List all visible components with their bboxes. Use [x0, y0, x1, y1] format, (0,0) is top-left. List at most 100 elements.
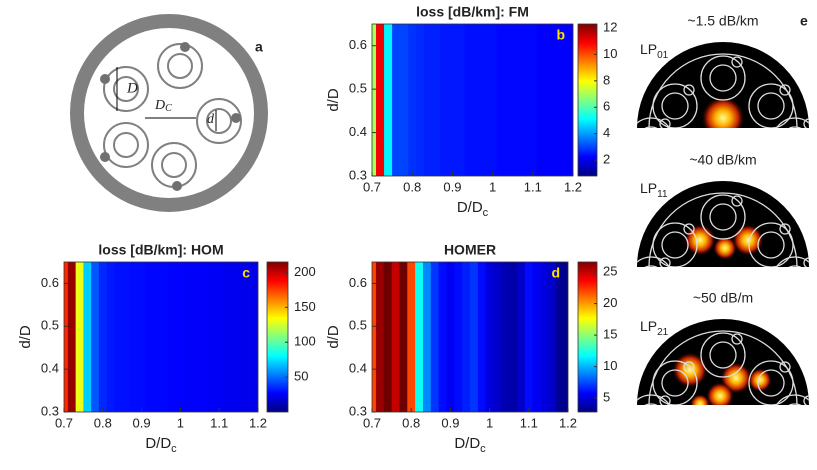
x-tick-label: 0.7 — [55, 415, 73, 430]
capillary-ring — [772, 256, 809, 267]
heat-cell — [422, 262, 432, 412]
capillaries — [103, 43, 242, 188]
y-tick-label: 0.4 — [41, 361, 59, 376]
capillary-ring — [709, 203, 737, 231]
mode-field — [713, 236, 737, 260]
y-tick-label: 0.3 — [349, 167, 367, 182]
heat-cell — [215, 262, 224, 412]
mode-name: LP21 — [640, 318, 669, 338]
capillary-ring — [652, 83, 698, 128]
y-tick-label: 0.6 — [349, 37, 367, 52]
capillary-node — [659, 257, 671, 267]
heat-cell — [230, 262, 240, 412]
heat-cell — [161, 262, 170, 412]
x-tick-label: 1.1 — [520, 415, 538, 430]
heat-cell — [129, 262, 139, 412]
y-tick-label: 0.4 — [349, 361, 367, 376]
heat-cell — [496, 24, 506, 176]
heat-cell — [448, 24, 458, 176]
mode-field — [684, 224, 716, 256]
mode-name-sub: 01 — [657, 50, 669, 61]
x-tick-label: 1 — [486, 415, 493, 430]
heat-cell — [564, 262, 568, 412]
heat-cell — [408, 24, 417, 176]
colorbar-tick-label: 25 — [603, 264, 617, 279]
capillary-ring — [637, 394, 674, 405]
heat-cell — [456, 24, 466, 176]
heat-cell — [512, 24, 522, 176]
chart-title: loss [dB/km]: FM — [416, 4, 529, 20]
mode-name-sub: 11 — [657, 189, 668, 200]
heat-cell — [556, 262, 565, 412]
label-dc-main: D — [154, 98, 165, 113]
capillary-ring — [652, 222, 698, 267]
mode-field — [672, 352, 708, 388]
heat-cell — [372, 24, 377, 176]
heat-cell — [384, 24, 393, 176]
capillary-ring — [637, 403, 665, 405]
heat-cell — [440, 24, 449, 176]
heat-cell — [145, 262, 154, 412]
heat-cell — [399, 262, 408, 412]
mode-name-sub: 21 — [657, 327, 669, 338]
heat-cell — [560, 24, 570, 176]
x-tick-label: 1.1 — [524, 179, 542, 194]
capillary-ring — [772, 394, 809, 405]
capillary-ring — [661, 231, 689, 259]
heat-cell — [91, 262, 100, 412]
heat-cell — [64, 262, 69, 412]
x-axis-label: D/Dc — [454, 435, 486, 455]
capillary-node — [779, 223, 791, 235]
heat-cell — [415, 262, 424, 412]
heat-cell — [407, 262, 416, 412]
cladding-ring — [648, 192, 798, 267]
mode-name-main: LP — [640, 180, 657, 196]
colorbar-tick-label: 10 — [603, 46, 617, 61]
capillary-ring — [700, 55, 746, 101]
heatmap — [372, 24, 573, 176]
chart-title: HOMER — [444, 242, 496, 258]
capillary-ring — [700, 194, 746, 240]
heat-cell — [137, 262, 147, 412]
heat-cell — [504, 24, 514, 176]
capillary-ring — [661, 92, 689, 120]
heat-cell — [430, 262, 440, 412]
x-tick-label: 0.8 — [402, 415, 420, 430]
heat-cell — [83, 262, 92, 412]
mode-field — [748, 368, 772, 392]
colorbar — [266, 261, 289, 413]
x-axis-label-sub: c — [171, 443, 177, 455]
heat-cell — [246, 262, 255, 412]
cladding-ring — [648, 330, 798, 405]
panel-label: d — [551, 265, 560, 281]
x-axis-label-main: D/D — [454, 435, 480, 452]
y-tick-label: 0.5 — [349, 318, 367, 333]
capillary-ring — [748, 222, 794, 267]
x-tick-label: 1.2 — [564, 179, 582, 194]
heat-cell — [376, 24, 385, 176]
heat-cell — [168, 262, 178, 412]
heat-cell — [470, 262, 479, 412]
capillary-node — [683, 361, 695, 373]
heat-cell — [544, 24, 554, 176]
y-tick-label: 0.6 — [41, 275, 59, 290]
colorbar-tick-label: 15 — [603, 327, 617, 342]
mode-loss: ~50 dB/m — [693, 290, 753, 306]
heat-cell — [98, 262, 108, 412]
capillary-ring — [781, 403, 809, 405]
heat-cell — [568, 24, 573, 176]
mode-name: LP11 — [640, 180, 668, 200]
mode-image — [637, 319, 809, 405]
x-tick-label: 1 — [177, 415, 184, 430]
heat-cell — [106, 262, 116, 412]
colorbar-tick-label: 2 — [603, 152, 610, 167]
heat-cell — [485, 262, 495, 412]
mode-name: LP01 — [640, 41, 669, 61]
mode-field — [690, 394, 710, 405]
y-tick-label: 0.5 — [349, 81, 367, 96]
x-tick-label: 0.7 — [363, 179, 381, 194]
capillary-node — [779, 361, 791, 373]
plot-frame — [371, 23, 574, 177]
x-tick-label: 0.8 — [94, 415, 112, 430]
capillary-node — [659, 118, 671, 128]
